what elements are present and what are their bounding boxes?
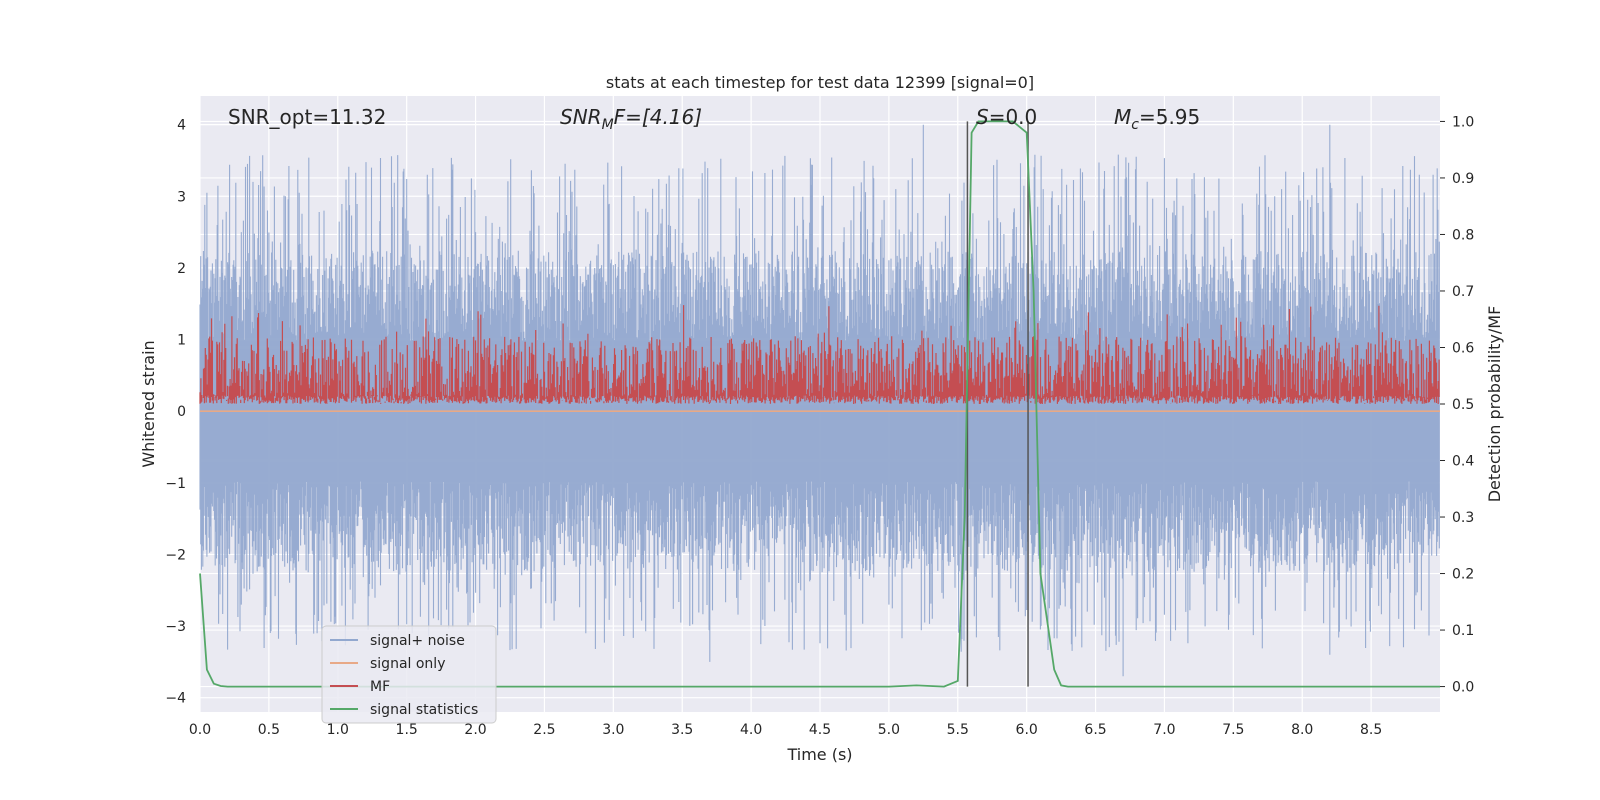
x-tick-label: 2.0 [464, 722, 486, 738]
x-tick-label: 6.5 [1084, 722, 1106, 738]
annotation-snr-mf-rest: F=[4.16] [614, 105, 702, 129]
y-axis-label-left: Whitened strain [139, 340, 158, 467]
y-right-tick-label: 0.9 [1452, 171, 1474, 187]
y-left-tick-label: 3 [177, 189, 186, 205]
x-tick-label: 1.5 [396, 722, 418, 738]
y-left-tick-label: −1 [165, 476, 186, 492]
y-axis-label-right: Detection probability/MF [1485, 306, 1504, 503]
y-left-tick-label: 4 [177, 118, 186, 134]
annotation-mc-value: =5.95 [1139, 105, 1200, 129]
x-axis-label: Time (s) [786, 745, 852, 764]
x-tick-label: 3.0 [602, 722, 624, 738]
y-left-tick-labels: 4 3 2 1 0 −1 −2 −3 −4 [165, 118, 186, 707]
annotation-s: S=0.0 [976, 105, 1037, 129]
y-right-tick-label: 1.0 [1452, 114, 1474, 130]
x-tick-label: 3.5 [671, 722, 693, 738]
y-right-tick-label: 0.0 [1452, 680, 1474, 696]
x-tick-label: 8.5 [1360, 722, 1382, 738]
x-tick-label: 8.0 [1291, 722, 1313, 738]
series-signal-statistics [199, 120, 1440, 688]
y-left-tick-label: −3 [165, 619, 186, 635]
y-left-tick-label: 0 [177, 404, 186, 420]
x-tick-label: 7.0 [1153, 722, 1175, 738]
annotation-s-value: =0.0 [989, 105, 1038, 129]
annotation-snr-mf: SNRMF=[4.16] [560, 105, 702, 133]
y-right-tick-label: 0.8 [1452, 227, 1474, 243]
y-left-tick-label: −4 [165, 691, 186, 707]
x-tick-label: 7.5 [1222, 722, 1244, 738]
y-left-tick-label: 2 [177, 261, 186, 277]
y-right-tick-labels: 1.0 0.9 0.8 0.7 0.6 0.5 0.4 0.3 0.2 0.1 0.0 [1440, 114, 1474, 696]
x-tick-label: 1.0 [327, 722, 349, 738]
x-tick-label: 0.0 [189, 722, 211, 738]
legend-label-signal-noise: signal+ noise [370, 633, 465, 649]
x-tick-label: 4.5 [809, 722, 831, 738]
x-tick-label: 6.0 [1016, 722, 1038, 738]
chart-title: stats at each timestep for test data 123… [606, 73, 1034, 92]
x-tick-label: 5.5 [947, 722, 969, 738]
y-right-tick-label: 0.5 [1452, 397, 1474, 413]
legend-label-signal-only: signal only [370, 656, 445, 672]
legend-label-mf: MF [370, 679, 390, 695]
legend: signal+ noise signal only MF signal stat… [321, 625, 497, 724]
legend-label-signal-statistics: signal statistics [370, 702, 478, 718]
annotation-snr-mf-sub: M [602, 117, 614, 133]
legend-box [321, 625, 497, 724]
annotation-mc: Mc=5.95 [1114, 105, 1200, 133]
annotation-snr-opt: SNR_opt=11.32 [228, 105, 386, 129]
x-tick-labels: 0.0 0.5 1.0 1.5 2.0 2.5 3.0 3.5 4.0 4.5 5.0 5.5 6.0 6… [189, 722, 1382, 738]
mf-line [199, 305, 1440, 404]
x-tick-label: 0.5 [258, 722, 280, 738]
annotation-s-label: S [976, 105, 989, 129]
series-mf [199, 305, 1440, 404]
x-tick-label: 4.0 [740, 722, 762, 738]
y-right-tick-label: 0.4 [1452, 454, 1474, 470]
y-right-tick-label: 0.3 [1452, 510, 1474, 526]
signal-statistics-line [199, 120, 1440, 688]
annotation-snr-mf-base: SNR [560, 105, 602, 129]
y-right-tick-label: 0.1 [1452, 623, 1474, 639]
y-right-tick-label: 0.7 [1452, 284, 1474, 300]
x-tick-label: 5.0 [878, 722, 900, 738]
y-right-tick-label: 0.2 [1452, 567, 1474, 583]
x-tick-label: 2.5 [533, 722, 555, 738]
annotation-mc-base: M [1114, 105, 1131, 129]
y-left-tick-label: −2 [165, 547, 186, 563]
annotation-mc-sub: c [1131, 117, 1139, 133]
y-left-tick-label: 1 [177, 333, 186, 349]
y-right-tick-label: 0.6 [1452, 340, 1474, 356]
